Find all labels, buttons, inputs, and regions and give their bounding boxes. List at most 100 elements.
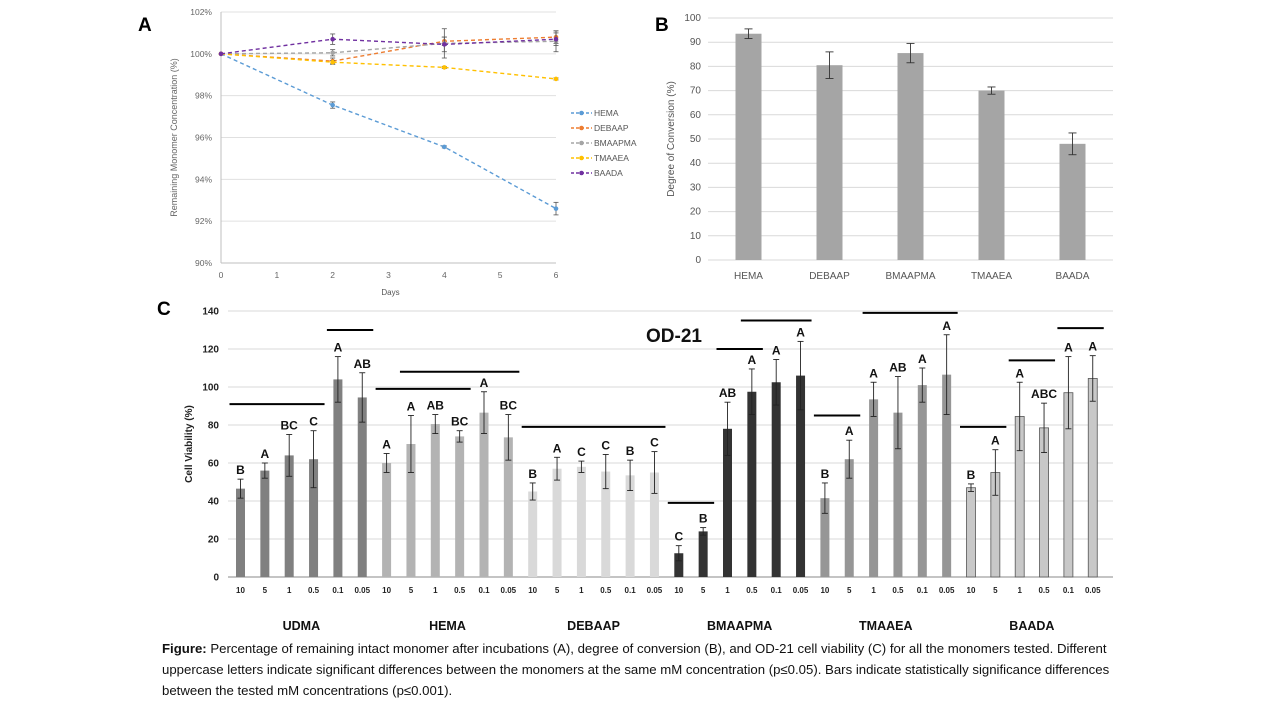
series-line-baada: [220, 38, 557, 55]
bar: [796, 375, 806, 577]
x-tick-label: 1: [433, 586, 438, 595]
series-line-hema: [220, 53, 557, 210]
legend-marker: [579, 140, 584, 146]
group-label: HEMA: [429, 619, 466, 633]
x-axis-title: Days: [381, 288, 399, 297]
y-tick-label: 100: [684, 13, 701, 24]
y-tick-label: 102%: [190, 7, 212, 17]
significance-letter: A: [772, 343, 781, 357]
y-tick-label: 90: [690, 37, 702, 48]
x-tick-label: 0.05: [647, 586, 663, 595]
significance-letter: A: [1015, 366, 1024, 380]
x-tick-label: DEBAAP: [809, 271, 850, 282]
x-tick-label: 10: [820, 586, 829, 595]
significance-letter: AB: [427, 399, 445, 413]
y-tick-label: 100: [202, 383, 219, 394]
data-point-baada: [442, 42, 447, 47]
x-tick-label: 0.1: [625, 586, 637, 595]
bar: [406, 444, 416, 577]
significance-letter: C: [577, 445, 586, 459]
significance-letter: B: [967, 468, 976, 482]
data-point-baada: [218, 51, 224, 57]
x-tick-label: 10: [382, 586, 391, 595]
panel-label-a: A: [138, 15, 152, 36]
bar: [1087, 378, 1098, 578]
significance-letter: A: [407, 400, 416, 414]
significance-letter: A: [991, 434, 1000, 448]
x-tick-label: 0: [219, 270, 224, 280]
significance-letter: A: [942, 319, 951, 333]
y-tick-label: 90%: [195, 258, 212, 268]
x-tick-label: 4: [442, 270, 447, 280]
significance-letter: B: [821, 467, 830, 481]
bar: [735, 33, 762, 261]
bar: [236, 488, 245, 577]
group-label: TMAAEA: [859, 619, 912, 633]
y-tick-label: 40: [690, 158, 702, 169]
y-tick-label: 10: [690, 231, 702, 242]
y-tick-label: 120: [202, 345, 219, 356]
y-tick-label: 70: [690, 86, 702, 97]
data-point-hema: [553, 206, 559, 211]
y-axis-title: Cell Viability (%): [184, 405, 195, 483]
chart-title: OD-21: [646, 326, 702, 347]
bar: [309, 459, 319, 577]
x-tick-label: 1: [287, 586, 292, 595]
y-tick-label: 60: [690, 110, 702, 121]
x-tick-label: TMAAEA: [971, 271, 1012, 282]
significance-letter: A: [918, 352, 927, 366]
bar: [893, 412, 903, 577]
x-tick-label: 0.1: [917, 586, 929, 595]
bar: [357, 397, 367, 577]
significance-letter: B: [236, 463, 245, 477]
bar: [552, 468, 562, 577]
bar: [723, 428, 732, 577]
y-tick-label: 94%: [195, 174, 212, 184]
significance-letter: AB: [719, 386, 737, 400]
x-tick-label: 0.5: [746, 586, 758, 595]
significance-letter: B: [528, 467, 537, 481]
bar: [625, 475, 635, 577]
significance-letter: A: [382, 438, 391, 452]
significance-letter: BC: [500, 399, 518, 413]
legend-marker: [579, 155, 584, 161]
x-tick-label: 10: [967, 586, 976, 595]
bar: [816, 65, 843, 260]
x-tick-label: 0.1: [1063, 586, 1075, 595]
bar: [897, 53, 924, 261]
x-tick-label: 1: [1017, 586, 1022, 595]
significance-letter: A: [796, 325, 805, 339]
bar: [1059, 143, 1086, 260]
significance-letter: A: [334, 341, 343, 355]
significance-letter: AB: [889, 361, 907, 375]
x-tick-label: 10: [528, 586, 537, 595]
legend-label: BAADA: [594, 168, 623, 178]
data-point-hema: [330, 102, 335, 108]
significance-letter: BC: [281, 419, 299, 433]
legend-marker: [579, 170, 584, 176]
significance-letter: B: [699, 512, 708, 526]
y-tick-label: 20: [690, 207, 702, 218]
x-tick-label: 0.1: [771, 586, 783, 595]
y-tick-label: 40: [208, 497, 220, 508]
x-tick-label: 0.5: [308, 586, 320, 595]
bar: [869, 399, 879, 577]
x-tick-label: 10: [236, 586, 245, 595]
significance-letter: A: [1064, 341, 1073, 355]
legend-label: DEBAAP: [594, 123, 629, 133]
bar: [771, 382, 781, 577]
x-tick-label: 0.05: [1085, 586, 1101, 595]
significance-letter: BC: [451, 415, 469, 429]
bar: [284, 455, 294, 577]
caption-text: Percentage of remaining intact monomer a…: [162, 641, 1110, 698]
y-tick-label: 80: [690, 61, 702, 72]
x-tick-label: 0.5: [892, 586, 904, 595]
x-tick-label: 0.5: [1038, 586, 1050, 595]
group-label: BAADA: [1009, 619, 1054, 633]
y-tick-label: 92%: [195, 216, 212, 226]
x-tick-label: BAADA: [1056, 271, 1090, 282]
bar: [747, 391, 757, 577]
x-tick-label: 5: [263, 586, 268, 595]
y-tick-label: 0: [695, 255, 701, 266]
bar: [260, 470, 270, 577]
